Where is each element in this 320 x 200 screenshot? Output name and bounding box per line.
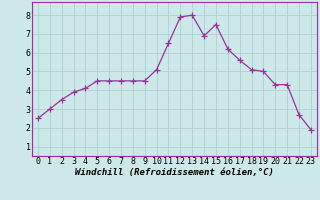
X-axis label: Windchill (Refroidissement éolien,°C): Windchill (Refroidissement éolien,°C) (75, 168, 274, 177)
